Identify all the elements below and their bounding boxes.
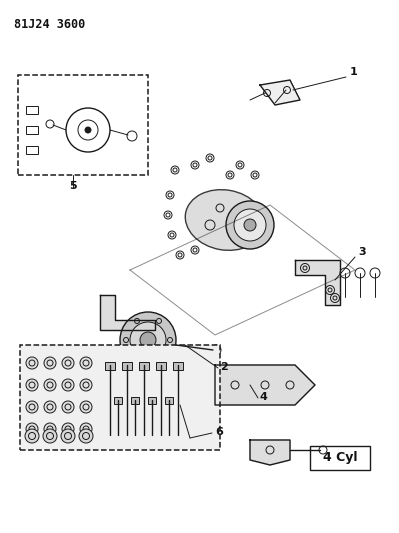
Bar	[310, 446, 370, 470]
Polygon shape	[250, 440, 290, 465]
Circle shape	[244, 219, 256, 231]
Circle shape	[80, 357, 92, 369]
Bar	[173, 362, 183, 370]
Circle shape	[62, 379, 74, 391]
Bar	[20, 345, 220, 450]
Circle shape	[62, 423, 74, 435]
Circle shape	[130, 322, 166, 358]
Circle shape	[61, 429, 75, 443]
Circle shape	[26, 379, 38, 391]
Bar	[148, 397, 156, 404]
Circle shape	[26, 357, 38, 369]
Polygon shape	[215, 365, 315, 405]
Bar	[105, 362, 115, 370]
Text: 4 Cyl: 4 Cyl	[323, 451, 357, 464]
Circle shape	[62, 401, 74, 413]
Bar	[26, 126, 38, 134]
Polygon shape	[260, 80, 300, 105]
Circle shape	[43, 429, 57, 443]
Bar	[114, 397, 122, 404]
Circle shape	[79, 429, 93, 443]
Polygon shape	[100, 295, 155, 330]
Circle shape	[80, 423, 92, 435]
Circle shape	[44, 379, 56, 391]
Text: 5: 5	[69, 181, 77, 191]
Text: 3: 3	[358, 247, 365, 257]
Circle shape	[234, 209, 266, 241]
Circle shape	[26, 423, 38, 435]
Text: 4: 4	[260, 392, 268, 402]
Ellipse shape	[185, 190, 265, 251]
Circle shape	[25, 429, 39, 443]
Polygon shape	[295, 260, 340, 305]
Bar	[26, 106, 38, 114]
Bar	[26, 146, 38, 154]
Bar	[165, 397, 173, 404]
Text: 6: 6	[215, 427, 223, 437]
Text: 2: 2	[220, 362, 228, 372]
Circle shape	[26, 401, 38, 413]
Bar	[139, 362, 149, 370]
Circle shape	[140, 332, 156, 348]
Circle shape	[80, 379, 92, 391]
Circle shape	[226, 201, 274, 249]
Bar	[18, 75, 148, 175]
Text: 81J24 3600: 81J24 3600	[14, 18, 85, 31]
Circle shape	[44, 357, 56, 369]
Bar	[156, 362, 166, 370]
Circle shape	[44, 401, 56, 413]
Bar	[122, 362, 132, 370]
Bar	[131, 397, 139, 404]
Circle shape	[80, 401, 92, 413]
Circle shape	[44, 423, 56, 435]
Circle shape	[85, 127, 91, 133]
Circle shape	[120, 312, 176, 368]
Circle shape	[62, 357, 74, 369]
Text: 1: 1	[350, 67, 358, 77]
